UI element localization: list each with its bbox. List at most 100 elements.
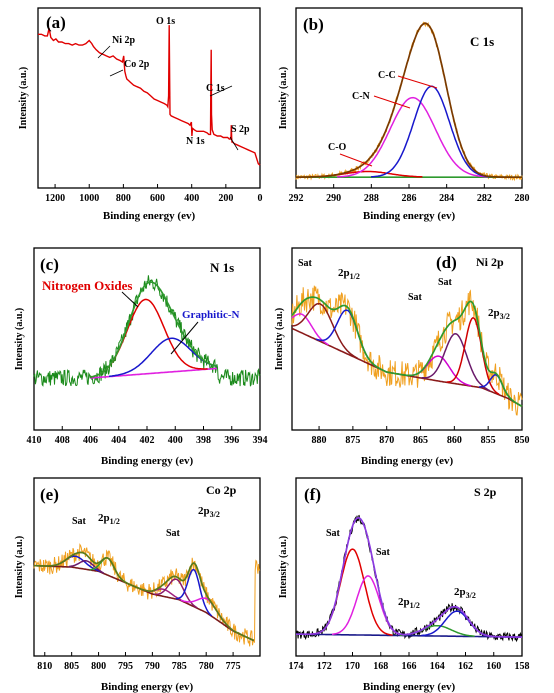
x-tick-label: 402 bbox=[140, 435, 155, 446]
x-tick-label: 780 bbox=[199, 661, 214, 672]
background-line bbox=[33, 564, 255, 642]
y-axis-label: Intensity (a.u.) bbox=[278, 536, 289, 599]
peak-component-2 bbox=[68, 560, 105, 574]
x-tick-label: 396 bbox=[224, 435, 239, 446]
x-tick-label: 410 bbox=[27, 435, 42, 446]
x-tick-label: 292 bbox=[289, 193, 304, 204]
x-tick-label: 400 bbox=[168, 435, 183, 446]
peak-annotations: Sat Sat 2p1/2 2p3/2 bbox=[326, 528, 476, 610]
x-tick-label: 810 bbox=[37, 661, 52, 672]
annotation-2p32: 2p3/2 bbox=[454, 586, 476, 600]
x-tick-label: 860 bbox=[447, 435, 462, 446]
annotation-sat: Sat bbox=[438, 277, 453, 288]
x-tick-label: 775 bbox=[226, 661, 241, 672]
fit-envelope-line bbox=[296, 516, 522, 638]
x-tick-label: 162 bbox=[458, 661, 473, 672]
x-axis-label: Binding energy (ev) bbox=[103, 210, 196, 222]
x-tick-label: 805 bbox=[64, 661, 79, 672]
annotation-leader bbox=[109, 69, 124, 77]
annotation-cn: C-N bbox=[352, 91, 371, 102]
panel-f-s2p: 174 172 170 168 166 164 162 160 158 (f) S 2p Sat… bbox=[278, 477, 530, 693]
x-tick-label: 855 bbox=[481, 435, 496, 446]
peak-annotations: Sat 2p1/2 Sat 2p3/2 bbox=[72, 505, 220, 539]
annotation-c1s: C 1s bbox=[206, 83, 225, 94]
annotation-leader bbox=[209, 85, 233, 97]
panel-title: Ni 2p bbox=[476, 255, 504, 269]
panel-d-ni2p: 880 875 870 865 860 855 850 (d) Ni 2p Sat 2p1/… bbox=[274, 247, 530, 467]
panel-title: C 1s bbox=[470, 34, 494, 49]
annotation-2p32: 2p3/2 bbox=[198, 505, 220, 519]
panel-label: (e) bbox=[40, 485, 59, 504]
panel-label: (a) bbox=[46, 13, 66, 32]
peak-annotations: C-C C-N C-O bbox=[328, 70, 438, 167]
raw-data-line bbox=[33, 275, 261, 387]
annotation-sat: Sat bbox=[72, 516, 87, 527]
fit-envelope-line bbox=[90, 281, 218, 379]
annotation-2p12: 2p1/2 bbox=[98, 512, 120, 526]
x-axis-label: Binding energy (ev) bbox=[363, 681, 456, 693]
x-tick-label: 400 bbox=[184, 193, 199, 204]
peak-component-2 bbox=[331, 575, 405, 636]
peak-annotations: Sat 2p1/2 Sat Sat 2p3/2 bbox=[298, 258, 510, 321]
annotation-sat: Sat bbox=[376, 547, 391, 558]
x-tick-label: 0 bbox=[258, 193, 263, 204]
x-tick-label: 790 bbox=[145, 661, 160, 672]
annotation-co2p: Co 2p bbox=[124, 59, 150, 70]
peak-annotations: Nitrogen Oxides Graphitic-N bbox=[42, 278, 239, 355]
annotation-nitrogen-oxides: Nitrogen Oxides bbox=[42, 278, 132, 293]
annotation-ni2p: Ni 2p bbox=[112, 35, 136, 46]
x-tick-label: 398 bbox=[196, 435, 211, 446]
peak-component-5 bbox=[421, 333, 490, 392]
peak-component-6 bbox=[175, 568, 213, 617]
panel-label: (f) bbox=[304, 485, 321, 504]
x-tick-label: 394 bbox=[253, 435, 268, 446]
peak-component-2 bbox=[337, 96, 489, 178]
panel-label: (d) bbox=[436, 253, 457, 272]
x-tick-label: 1200 bbox=[45, 193, 65, 204]
x-tick-label: 800 bbox=[116, 193, 131, 204]
annotation-s2p: S 2p bbox=[231, 124, 250, 135]
panel-label: (c) bbox=[40, 255, 59, 274]
x-tick-label: 404 bbox=[111, 435, 126, 446]
x-tick-label: 280 bbox=[515, 193, 530, 204]
panel-a-survey: 1200 1000 800 600 400 200 0 (a) Ni 2p Co 2p O … bbox=[18, 7, 263, 222]
raw-data-line bbox=[33, 543, 261, 647]
y-axis-label: Intensity (a.u.) bbox=[14, 536, 25, 599]
y-axis-label: Intensity (a.u.) bbox=[274, 308, 285, 371]
x-tick-label: 870 bbox=[379, 435, 394, 446]
x-tick-label: 170 bbox=[345, 661, 360, 672]
annotation-leader bbox=[229, 136, 239, 151]
x-axis-label: Binding energy (ev) bbox=[101, 681, 194, 693]
x-tick-label: 850 bbox=[515, 435, 530, 446]
x-tick-label: 174 bbox=[289, 661, 304, 672]
series-survey-line bbox=[38, 25, 261, 166]
x-tick-label: 875 bbox=[345, 435, 360, 446]
peak-annotations: Ni 2p Co 2p O 1s N 1s C 1s S 2p bbox=[97, 16, 250, 151]
x-tick-label: 160 bbox=[486, 661, 501, 672]
panel-title: S 2p bbox=[474, 485, 497, 499]
plot-frame bbox=[291, 247, 523, 431]
x-axis-label: Binding energy (ev) bbox=[361, 455, 454, 467]
x-tick-label: 168 bbox=[373, 661, 388, 672]
annotation-arrow bbox=[339, 153, 373, 167]
fit-envelope-line bbox=[296, 22, 522, 179]
x-tick-label: 172 bbox=[317, 661, 332, 672]
plot-frame bbox=[295, 477, 523, 657]
annotation-sat: Sat bbox=[298, 258, 313, 269]
annotation-sat: Sat bbox=[408, 292, 423, 303]
x-tick-label: 795 bbox=[118, 661, 133, 672]
y-axis-label: Intensity (a.u.) bbox=[278, 67, 289, 130]
annotation-cc: C-C bbox=[378, 70, 396, 81]
x-tick-label: 408 bbox=[55, 435, 70, 446]
x-tick-label: 288 bbox=[364, 193, 379, 204]
y-axis-label: Intensity (a.u.) bbox=[14, 308, 25, 371]
x-tick-label: 600 bbox=[150, 193, 165, 204]
panel-title: N 1s bbox=[210, 260, 234, 275]
x-tick-label: 158 bbox=[515, 661, 530, 672]
plot-frame bbox=[37, 7, 261, 189]
x-tick-label: 166 bbox=[402, 661, 417, 672]
annotation-arrow bbox=[170, 321, 199, 355]
annotation-co: C-O bbox=[328, 142, 347, 153]
x-tick-label: 284 bbox=[439, 193, 454, 204]
